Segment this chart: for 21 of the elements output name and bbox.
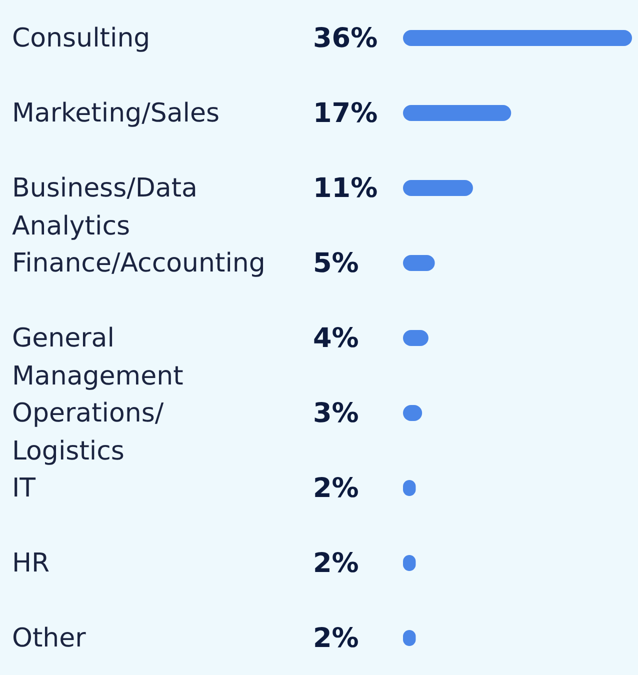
- y-tick-label: HR: [12, 548, 50, 578]
- y-tick-label: IT: [12, 474, 36, 504]
- data-label: 2%: [313, 623, 359, 654]
- y-tick-label: Consulting: [12, 24, 150, 54]
- y-tick-label: Marketing/Sales: [12, 98, 220, 128]
- y-tick-label: Operations/ Logistics: [12, 398, 164, 466]
- y-tick-label: Business/Data Analytics: [12, 174, 198, 242]
- y-tick-label: Other: [12, 624, 86, 654]
- data-label: 11%: [313, 173, 378, 204]
- data-label: 2%: [313, 473, 359, 504]
- data-label: 17%: [313, 98, 378, 129]
- y-tick-label: Finance/Accounting: [12, 248, 266, 278]
- bar: [403, 30, 632, 46]
- data-label: 4%: [313, 323, 359, 354]
- data-label: 5%: [313, 248, 359, 279]
- y-tick-label: General Management: [12, 324, 184, 392]
- data-label: 36%: [313, 23, 378, 54]
- data-label: 2%: [313, 548, 359, 579]
- data-label: 3%: [313, 398, 359, 429]
- bar: [403, 180, 473, 196]
- bar: [403, 105, 512, 121]
